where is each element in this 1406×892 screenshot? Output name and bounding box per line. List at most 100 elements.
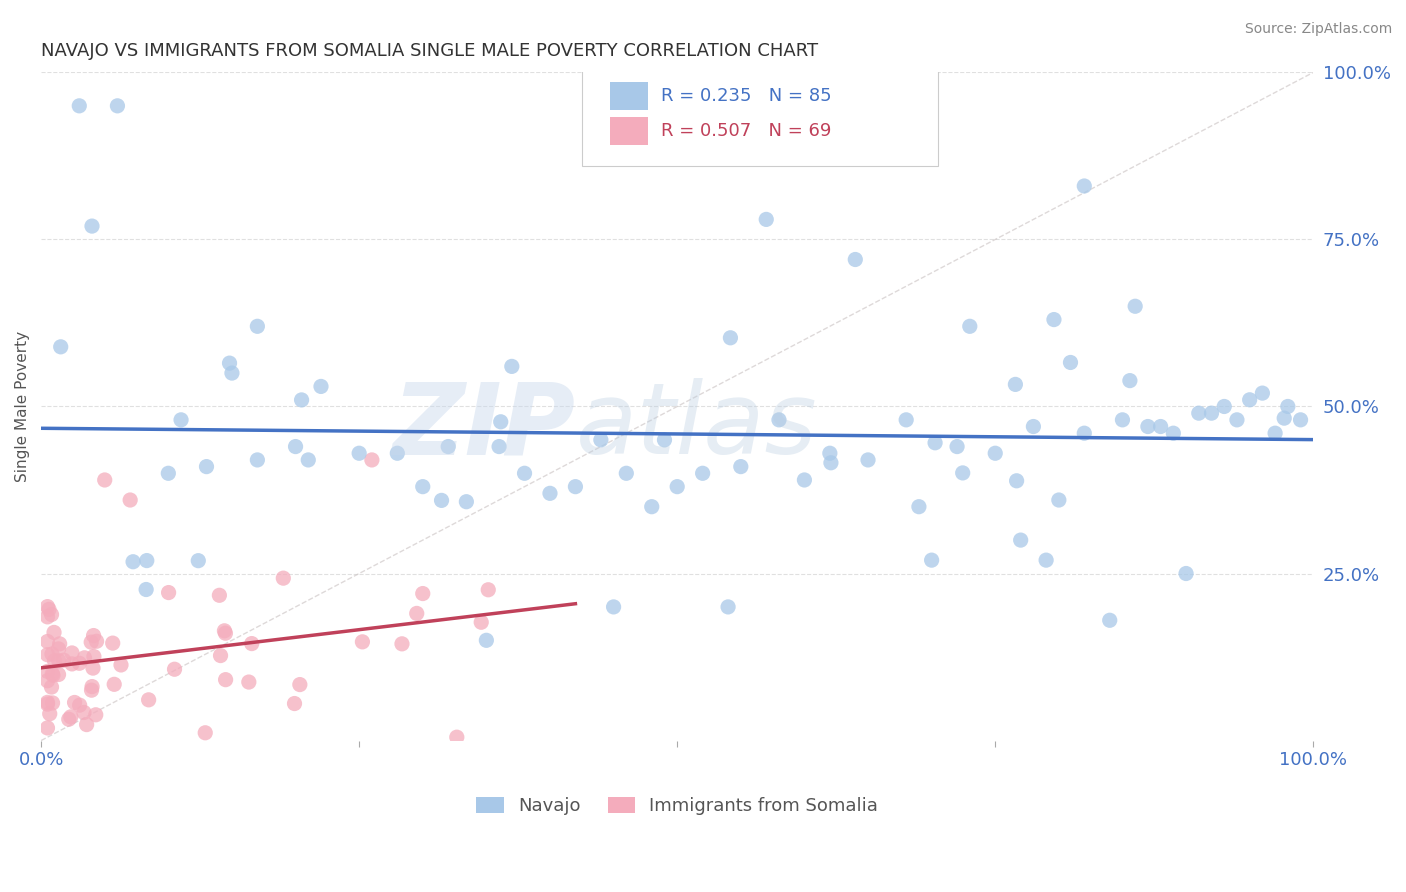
Point [60, 657, 83, 671]
Point [564, 480, 586, 494]
Point [984, 446, 1007, 460]
Point [297, 453, 319, 467]
Point [214, 626, 236, 640]
Point [959, 319, 981, 334]
Point [48, 654, 70, 668]
Point [73, 706, 96, 720]
Point [157, 467, 180, 481]
Bar [610, 82, 648, 110]
Point [1264, 426, 1286, 441]
Text: R = 0.507   N = 69: R = 0.507 N = 69 [661, 121, 831, 139]
Point [1035, 553, 1057, 567]
Point [67, 99, 90, 113]
Legend: Navajo, Immigrants from Somalia: Navajo, Immigrants from Somalia [470, 789, 886, 822]
Point [80, 683, 103, 698]
Point [446, 730, 468, 744]
Point [41, 607, 63, 622]
Point [122, 555, 145, 569]
Point [83, 629, 105, 643]
Point [120, 493, 142, 508]
Point [37, 697, 59, 711]
Point [437, 440, 460, 454]
Point [214, 624, 236, 638]
Point [513, 467, 536, 481]
Point [717, 599, 740, 614]
Point [896, 413, 918, 427]
Point [38, 706, 60, 721]
Point [1123, 299, 1146, 313]
Point [1136, 419, 1159, 434]
Point [49, 340, 72, 354]
Point [1043, 312, 1066, 326]
Point [602, 599, 624, 614]
Point [856, 453, 879, 467]
FancyBboxPatch shape [582, 66, 938, 166]
Text: atlas: atlas [575, 378, 817, 475]
Point [1163, 426, 1185, 441]
Point [924, 435, 946, 450]
Point [309, 379, 332, 393]
Point [818, 446, 841, 460]
Point [80, 219, 103, 233]
Point [73, 650, 96, 665]
Point [1213, 400, 1236, 414]
Point [170, 413, 193, 427]
Point [391, 637, 413, 651]
Point [214, 673, 236, 687]
Point [48, 641, 70, 656]
Point [488, 440, 510, 454]
Text: NAVAJO VS IMMIGRANTS FROM SOMALIA SINGLE MALE POVERTY CORRELATION CHART: NAVAJO VS IMMIGRANTS FROM SOMALIA SINGLE… [41, 42, 818, 60]
Point [1272, 411, 1295, 425]
Point [405, 607, 427, 621]
Point [412, 586, 434, 600]
Point [38, 602, 60, 616]
Point [1289, 413, 1312, 427]
Point [412, 480, 434, 494]
Point [41, 680, 63, 694]
Point [83, 649, 105, 664]
Point [1005, 474, 1028, 488]
Point [1073, 179, 1095, 194]
Point [86, 634, 108, 648]
Point [48, 667, 70, 681]
Point [614, 467, 637, 481]
Point [477, 582, 499, 597]
Point [48, 637, 70, 651]
Point [82, 661, 104, 675]
Point [692, 467, 714, 481]
Point [103, 677, 125, 691]
Point [347, 446, 370, 460]
Point [163, 662, 186, 676]
Point [157, 585, 180, 599]
Point [456, 494, 478, 508]
Point [238, 675, 260, 690]
Point [430, 493, 453, 508]
Point [37, 665, 59, 679]
Point [489, 415, 512, 429]
Point [58, 712, 80, 726]
Point [37, 648, 59, 662]
Point [37, 721, 59, 735]
Point [37, 673, 59, 688]
Point [52, 653, 75, 667]
Point [501, 359, 523, 374]
Point [67, 657, 90, 671]
Point [195, 459, 218, 474]
Point [641, 500, 664, 514]
Text: Source: ZipAtlas.com: Source: ZipAtlas.com [1244, 22, 1392, 37]
Point [41, 666, 63, 681]
Point [1277, 400, 1299, 414]
Point [187, 554, 209, 568]
Point [1188, 406, 1211, 420]
Point [720, 331, 742, 345]
Point [1010, 533, 1032, 547]
Point [793, 473, 815, 487]
Point [246, 319, 269, 334]
Point [80, 635, 103, 649]
Point [59, 710, 82, 724]
Point [820, 456, 842, 470]
Point [908, 500, 931, 514]
Point [589, 433, 612, 447]
Point [538, 486, 561, 500]
Point [1111, 413, 1133, 427]
